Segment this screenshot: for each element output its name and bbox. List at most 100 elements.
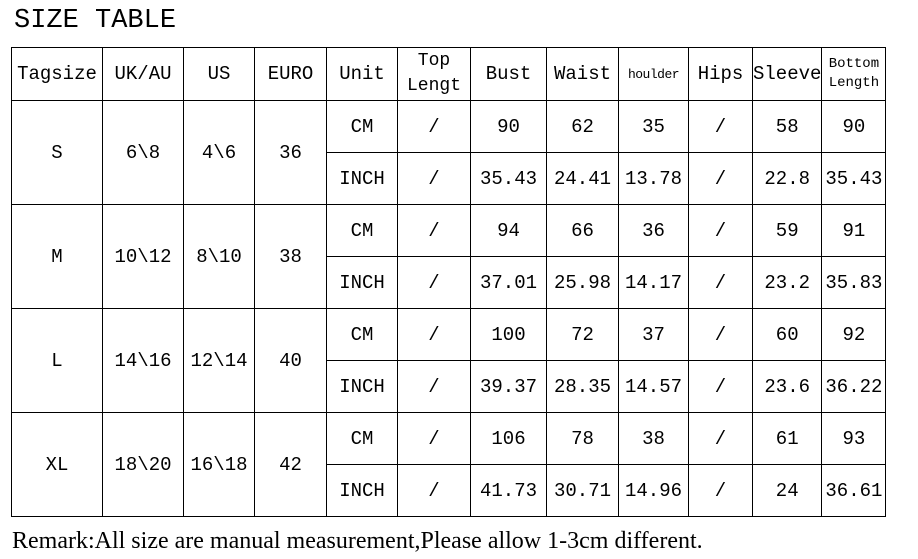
inch-value-cell: / <box>397 464 471 517</box>
column-header: Bust <box>470 47 547 101</box>
column-header: Bottom Length <box>821 47 887 101</box>
inch-value-cell: / <box>397 360 471 413</box>
inch-value-cell: 23.2 <box>751 256 823 309</box>
cm-value-cell: CM <box>326 204 398 257</box>
inch-value-cell: INCH <box>326 256 398 309</box>
cm-value-cell: 62 <box>546 100 619 153</box>
cm-value-cell: / <box>688 204 753 257</box>
table-row: INCH/35.43 24.41 13.78/22.8 35.43 <box>12 152 887 205</box>
tagsize-cell: XL <box>11 412 103 517</box>
inch-value-cell: 35.83 <box>821 256 887 309</box>
cm-value-cell: / <box>397 100 471 153</box>
table-row: INCH/39.37 28.35 14.57/23.6 36.22 <box>12 360 887 413</box>
column-header: Waist <box>546 47 619 101</box>
cm-value-cell: / <box>397 412 471 465</box>
cm-value-cell: 59 <box>751 204 823 257</box>
cm-value-cell: 78 <box>546 412 619 465</box>
inch-value-cell: 13.78 <box>618 152 689 205</box>
cm-value-cell: 100 <box>470 308 547 361</box>
inch-value-cell: 22.8 <box>751 152 823 205</box>
cm-value-cell: 72 <box>546 308 619 361</box>
table-row: INCH/37.01 25.98 14.17/23.2 35.83 <box>12 256 887 309</box>
uk-au-cell: 10\12 <box>102 204 184 309</box>
column-header: Top Lengt <box>397 47 471 101</box>
inch-value-cell: 35.43 <box>470 152 547 205</box>
inch-value-cell: 35.43 <box>821 152 887 205</box>
table-row: L 14\16 12\14 40 CM/100 72 37/60 92 <box>11 308 887 413</box>
inch-value-cell: 37.01 <box>470 256 547 309</box>
cm-value-cell: 92 <box>821 308 887 361</box>
inch-value-cell: / <box>688 360 753 413</box>
cm-value-cell: 35 <box>618 100 689 153</box>
column-header: UK/AU <box>102 47 184 101</box>
cm-value-cell: / <box>688 412 753 465</box>
inch-value-cell: 36.61 <box>821 464 887 517</box>
cm-value-cell: 90 <box>470 100 547 153</box>
inch-value-cell: 24 <box>751 464 823 517</box>
inch-value-cell: 36.22 <box>821 360 887 413</box>
cm-value-cell: / <box>688 100 753 153</box>
cm-value-cell: 66 <box>546 204 619 257</box>
uk-au-cell: 18\20 <box>102 412 184 517</box>
inch-value-cell: 30.71 <box>546 464 619 517</box>
us-cell: 16\18 <box>183 412 255 517</box>
cm-value-cell: 61 <box>751 412 823 465</box>
inch-value-cell: 28.35 <box>546 360 619 413</box>
us-cell: 12\14 <box>183 308 255 413</box>
tagsize-cell: M <box>11 204 103 309</box>
inch-value-cell: 41.73 <box>470 464 547 517</box>
inch-value-cell: / <box>397 256 471 309</box>
cm-value-cell: 94 <box>470 204 547 257</box>
table-row: S 6\8 4\6 36 CM/90 62 35/58 90 <box>11 100 887 205</box>
inch-value-cell: 24.41 <box>546 152 619 205</box>
inch-value-cell: / <box>397 152 471 205</box>
table-row: XL 18\20 16\18 42 CM/106 78 38/61 93 <box>11 412 887 517</box>
inch-value-cell: 23.6 <box>751 360 823 413</box>
page-title: SIZE TABLE <box>14 6 177 36</box>
cm-value-cell: 93 <box>821 412 887 465</box>
inch-value-cell: INCH <box>326 464 398 517</box>
inch-value-cell: / <box>688 256 753 309</box>
inch-value-cell: 25.98 <box>546 256 619 309</box>
table-row: INCH/41.73 30.71 14.96/24 36.61 <box>12 464 887 517</box>
column-header: EURO <box>254 47 327 101</box>
us-cell: 4\6 <box>183 100 255 205</box>
table-row: M 10\12 8\10 38 CM/94 66 36/59 91 <box>11 204 887 309</box>
remark-text: Remark:All size are manual measurement,P… <box>12 528 703 554</box>
cm-value-cell: / <box>688 308 753 361</box>
cm-value-cell: CM <box>326 100 398 153</box>
column-header: Unit <box>326 47 398 101</box>
uk-au-cell: 14\16 <box>102 308 184 413</box>
cm-value-cell: 58 <box>751 100 823 153</box>
inch-value-cell: 14.57 <box>618 360 689 413</box>
cm-value-cell: CM <box>326 412 398 465</box>
euro-cell: 38 <box>254 204 327 309</box>
uk-au-cell: 6\8 <box>102 100 184 205</box>
cm-value-cell: 90 <box>821 100 887 153</box>
cm-value-cell: / <box>397 308 471 361</box>
inch-value-cell: INCH <box>326 360 398 413</box>
column-header: Hips <box>688 47 753 101</box>
inch-value-cell: 14.96 <box>618 464 689 517</box>
header-row: Tagsize UK/AU US EURO Unit Top Lengt Bust Waist… <box>11 47 887 101</box>
inch-value-cell: / <box>688 464 753 517</box>
euro-cell: 42 <box>254 412 327 517</box>
column-header: US <box>183 47 255 101</box>
cm-value-cell: CM <box>326 308 398 361</box>
us-cell: 8\10 <box>183 204 255 309</box>
cm-value-cell: / <box>397 204 471 257</box>
cm-value-cell: 38 <box>618 412 689 465</box>
inch-value-cell: INCH <box>326 152 398 205</box>
euro-cell: 36 <box>254 100 327 205</box>
euro-cell: 40 <box>254 308 327 413</box>
column-header: Sleeve <box>751 47 823 101</box>
tagsize-cell: S <box>11 100 103 205</box>
column-header: Tagsize <box>11 47 103 101</box>
size-table: Tagsize UK/AU US EURO Unit Top Lengt Bust Waist… <box>11 47 887 517</box>
cm-value-cell: 60 <box>751 308 823 361</box>
cm-value-cell: 91 <box>821 204 887 257</box>
tagsize-cell: L <box>11 308 103 413</box>
column-header: houlder <box>618 47 689 101</box>
inch-value-cell: 14.17 <box>618 256 689 309</box>
cm-value-cell: 106 <box>470 412 547 465</box>
